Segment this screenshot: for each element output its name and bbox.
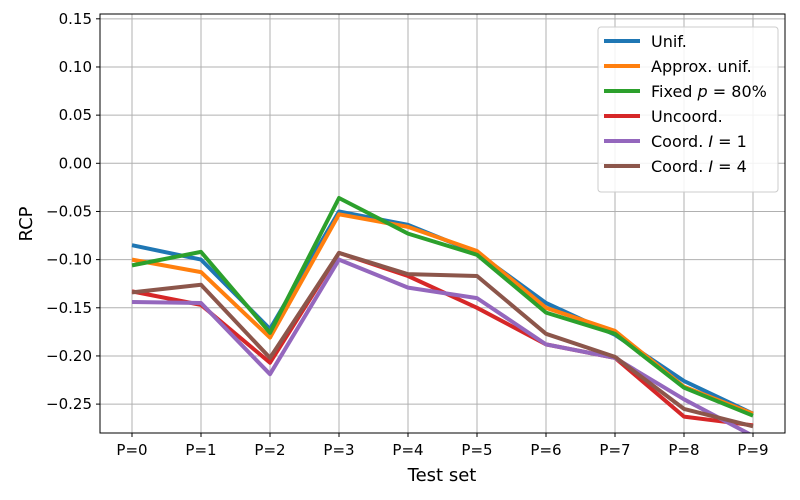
legend-label: Unif. — [651, 32, 687, 51]
series-line — [131, 196, 754, 418]
x-tick-label: P=1 — [185, 441, 216, 459]
x-tick-label: P=9 — [737, 441, 768, 459]
y-tick-label: 0.10 — [59, 58, 92, 76]
legend-label: Approx. unif. — [651, 57, 752, 76]
x-tick-label: P=6 — [530, 441, 561, 459]
legend-label: Uncoord. — [651, 107, 723, 126]
x-tick-label: P=5 — [461, 441, 492, 459]
legend-label: Coord. I = 1 — [651, 132, 747, 151]
series-lines — [131, 196, 754, 433]
x-axis-ticks: P=0 P=1 P=2 P=3 P=4 P=5 P=6 P=7 P=8 P=9 — [116, 433, 769, 459]
y-axis-label: RCP — [16, 206, 37, 241]
legend-label: Coord. I = 4 — [651, 157, 747, 176]
legend-label: Fixed p = 80% — [651, 82, 767, 101]
legend-box — [597, 26, 779, 193]
x-tick-label: P=8 — [668, 441, 699, 459]
y-axis-ticks: 0.15 0.10 0.05 0.00 −0.05 −0.10 −0.15 −0.20 −0.2… — [46, 10, 100, 413]
x-tick-label: P=7 — [599, 441, 630, 459]
x-tick-label: P=2 — [254, 441, 285, 459]
plot-frame — [99, 13, 786, 434]
x-axis-label: Test set — [407, 465, 477, 486]
y-tick-label: 0.05 — [59, 106, 92, 124]
x-tick-label: P=3 — [323, 441, 354, 459]
series-line — [131, 257, 752, 433]
y-tick-label: −0.15 — [46, 299, 92, 317]
legend: Unif. Approx. unif. Fixed p = 80% Uncoord. C… — [597, 26, 779, 193]
series-line — [131, 250, 754, 429]
y-tick-label: 0.00 — [59, 154, 92, 172]
x-tick-label: P=0 — [116, 441, 147, 459]
y-tick-label: −0.10 — [46, 251, 92, 269]
x-tick-label: P=4 — [392, 441, 423, 459]
y-tick-label: 0.15 — [59, 10, 92, 28]
y-tick-label: −0.20 — [46, 347, 92, 365]
y-tick-label: −0.25 — [46, 395, 92, 413]
y-tick-label: −0.05 — [46, 202, 92, 220]
